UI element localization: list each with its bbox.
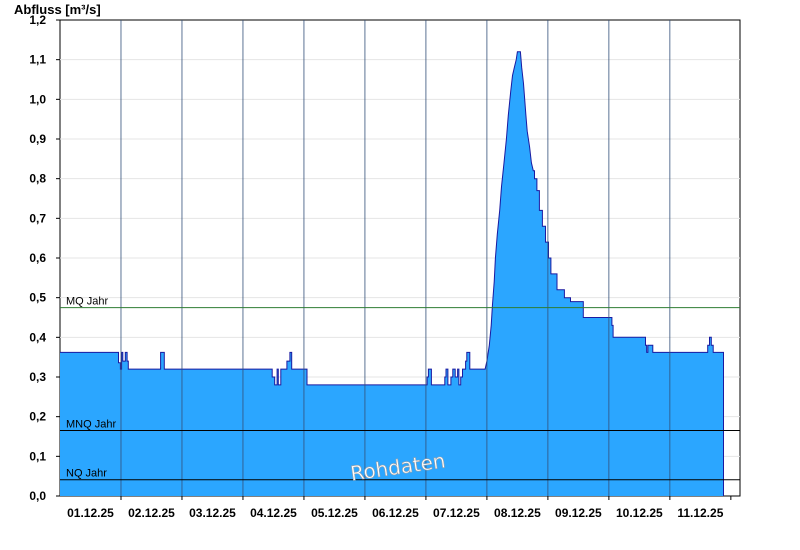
- y-tick-label: 0,3: [29, 370, 46, 384]
- y-tick-label: 0,9: [29, 132, 46, 146]
- y-tick-label: 1,1: [29, 53, 46, 67]
- discharge-area: [60, 51, 724, 496]
- y-tick-label: 0,6: [29, 251, 46, 265]
- y-tick-label: 0,4: [29, 330, 46, 344]
- x-tick-label: 02.12.25: [128, 506, 175, 520]
- reference-label: NQ Jahr: [66, 468, 107, 480]
- x-tick-label: 09.12.25: [555, 506, 602, 520]
- y-tick-labels: 0,0 0,1 0,2 0,3 0,4 0,5 0,6 0,7 0,8 0,9 1,0 1,1 1,2: [29, 13, 60, 503]
- y-tick-label: 0,8: [29, 172, 46, 186]
- reference-label: MNQ Jahr: [66, 419, 116, 431]
- y-tick-label: 0,2: [29, 410, 46, 424]
- discharge-line: [60, 51, 724, 496]
- y-axis-label: Abfluss [m³/s]: [14, 2, 101, 17]
- series-layer: [60, 51, 724, 496]
- x-tick-label: 01.12.25: [67, 506, 114, 520]
- x-tick-label: 04.12.25: [250, 506, 297, 520]
- x-tick-label: 08.12.25: [494, 506, 541, 520]
- x-tick-label: 10.12.25: [616, 506, 663, 520]
- x-tick-label: 11.12.25: [677, 506, 723, 520]
- y-tick-label: 0,1: [29, 449, 46, 463]
- y-tick-label: 0,7: [29, 211, 46, 225]
- y-tick-label: 0,0: [29, 489, 46, 503]
- x-tick-label: 03.12.25: [189, 506, 236, 520]
- x-tick-labels: 01.12.25 02.12.25 03.12.25 04.12.25 05.12.25…: [67, 496, 732, 520]
- y-tick-label: 1,2: [29, 13, 46, 27]
- reference-lines: MQ Jahr MNQ Jahr NQ Jahr: [60, 296, 740, 481]
- x-tick-label: 06.12.25: [372, 506, 419, 520]
- vertical-gridlines: [120, 20, 671, 496]
- reference-label: MQ Jahr: [66, 296, 109, 308]
- y-tick-label: 0,5: [29, 291, 46, 305]
- y-tick-label: 1,0: [29, 92, 46, 106]
- x-tick-label: 07.12.25: [433, 506, 480, 520]
- x-tick-label: 05.12.25: [311, 506, 358, 520]
